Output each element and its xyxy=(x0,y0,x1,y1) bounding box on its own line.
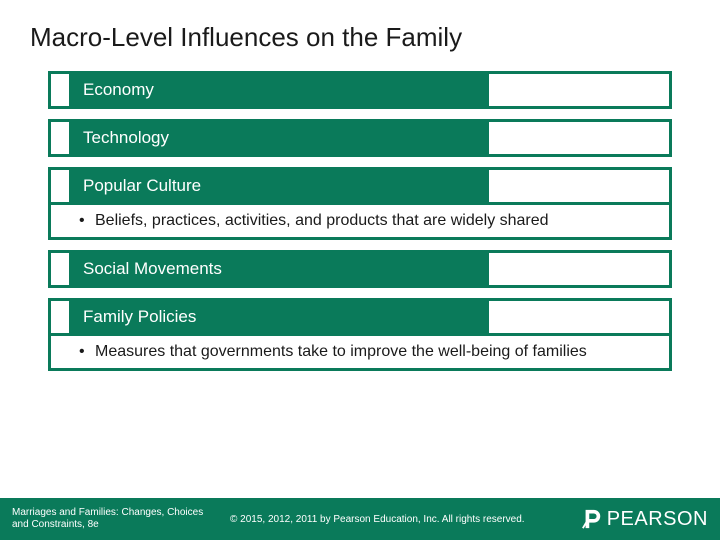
item-tab: Social Movements xyxy=(69,250,489,288)
footer-copyright: © 2015, 2012, 2011 by Pearson Education,… xyxy=(222,514,581,525)
item-tab: Technology xyxy=(69,119,489,157)
footer-book-title: Marriages and Families: Changes, Choices… xyxy=(12,507,222,531)
item-tab: Family Policies xyxy=(69,298,489,336)
content-area: Economy Technology Popular Culture Belie… xyxy=(0,53,720,371)
item-technology: Technology xyxy=(48,119,672,157)
bullet-text: Beliefs, practices, activities, and prod… xyxy=(79,211,657,231)
item-tab: Economy xyxy=(69,71,489,109)
item-social-movements: Social Movements xyxy=(48,250,672,288)
item-family-policies: Family Policies Measures that government… xyxy=(48,298,672,371)
brand-text: PEARSON xyxy=(607,508,708,531)
slide-title: Macro-Level Influences on the Family xyxy=(0,0,720,53)
item-popular-culture: Popular Culture Beliefs, practices, acti… xyxy=(48,167,672,240)
item-outer-box: Technology xyxy=(48,119,672,157)
item-tab: Popular Culture xyxy=(69,167,489,205)
item-economy: Economy xyxy=(48,71,672,109)
footer-brand: PEARSON xyxy=(581,508,708,531)
item-bullets: Beliefs, practices, activities, and prod… xyxy=(48,205,672,240)
item-outer-box: Family Policies xyxy=(48,298,672,336)
footer-bar: Marriages and Families: Changes, Choices… xyxy=(0,498,720,540)
item-outer-box: Popular Culture xyxy=(48,167,672,205)
item-bullets: Measures that governments take to improv… xyxy=(48,336,672,371)
item-outer-box: Economy xyxy=(48,71,672,109)
pearson-logo-icon xyxy=(581,508,603,530)
item-outer-box: Social Movements xyxy=(48,250,672,288)
bullet-text: Measures that governments take to improv… xyxy=(79,342,657,362)
